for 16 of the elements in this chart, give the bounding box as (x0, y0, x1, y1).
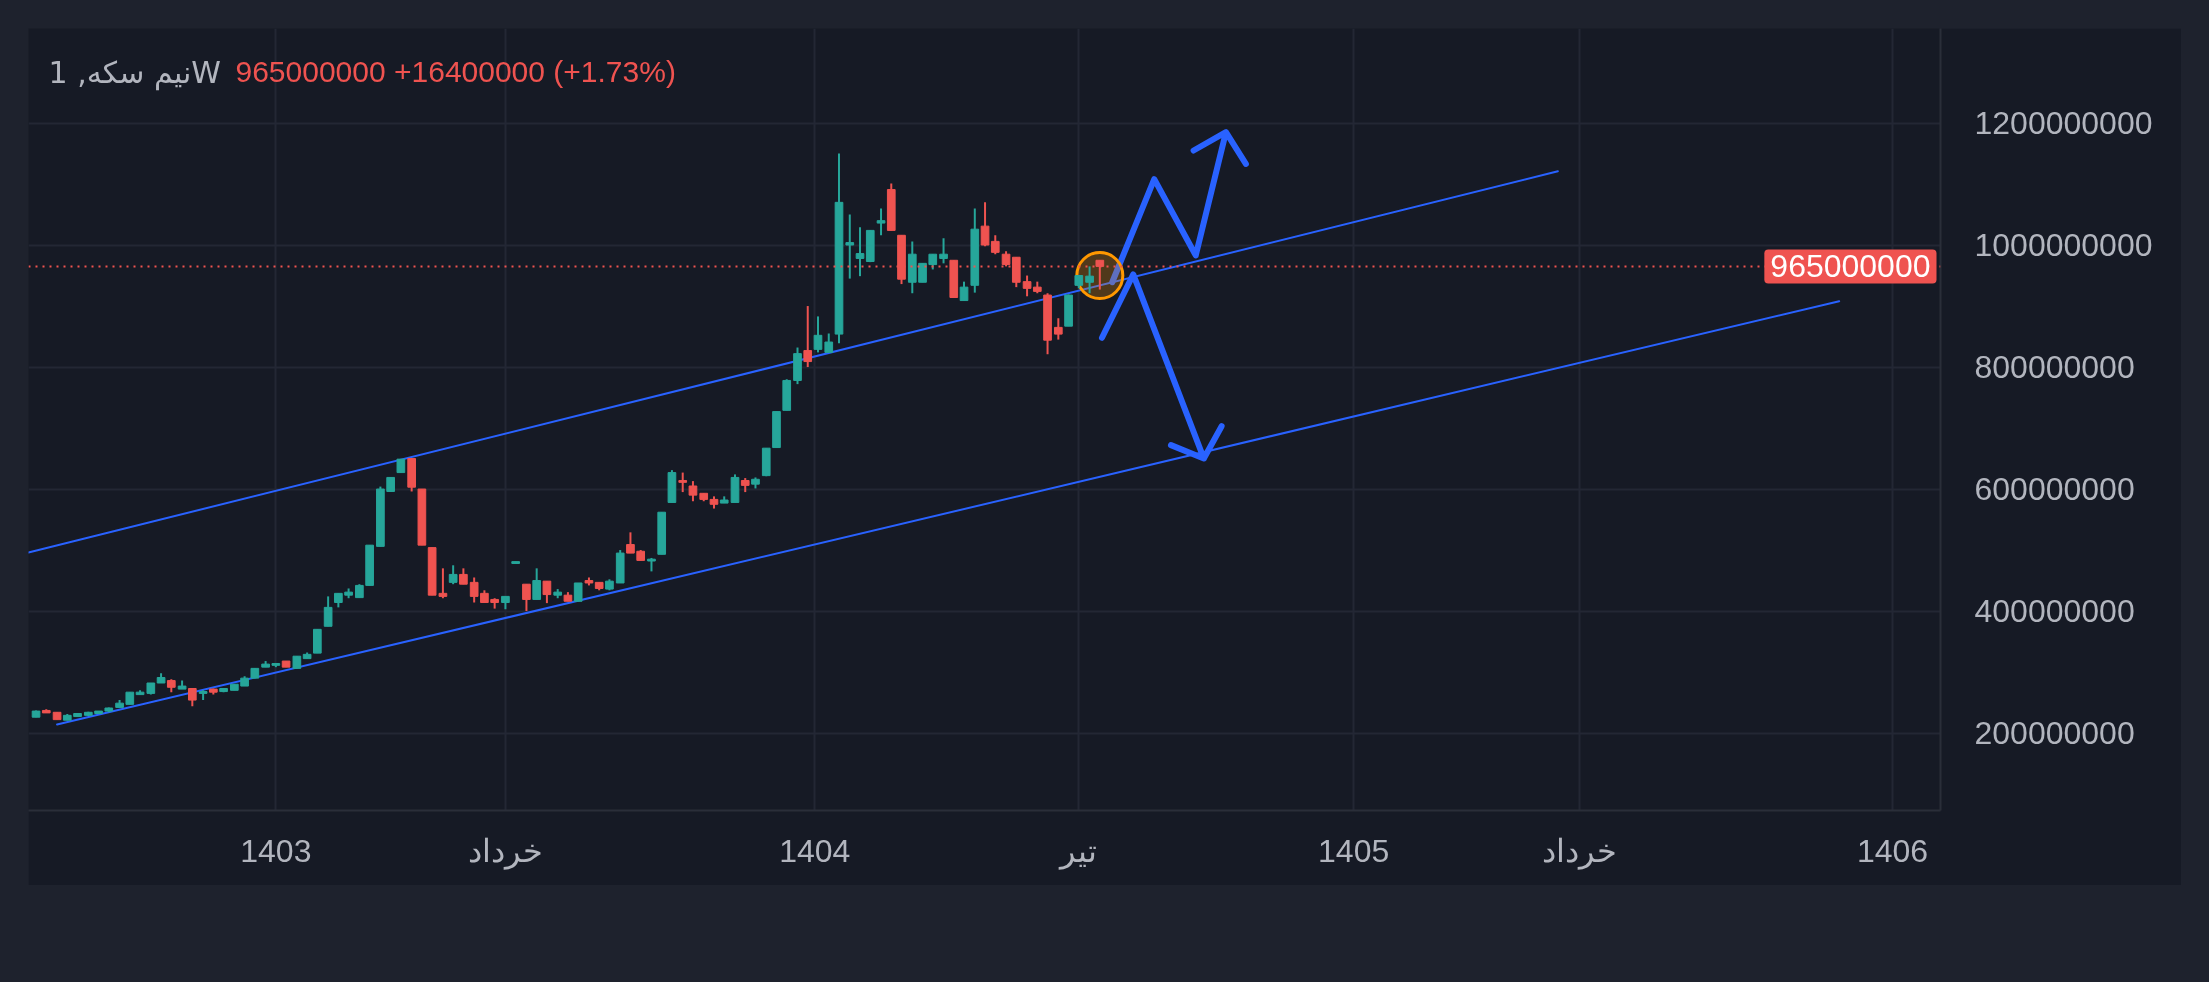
x-tick-label: تیر (1058, 832, 1098, 870)
x-tick-label: خرداد (1541, 832, 1617, 870)
y-tick-label: 800000000 (1974, 349, 2135, 386)
ref-line-label: 965000000 (1770, 248, 1931, 285)
y-tick-label: 1000000000 (1974, 227, 2153, 264)
y-tick-label: 200000000 (1974, 715, 2135, 752)
x-tick-label: خرداد (467, 832, 543, 870)
y-tick-label: 600000000 (1974, 471, 2135, 508)
y-tick-label: 400000000 (1974, 593, 2135, 630)
x-tick-label: 1403 (240, 832, 312, 869)
y-tick-label: 1200000000 (1974, 105, 2153, 142)
x-tick-label: 1404 (779, 832, 851, 869)
text: 965000000 +16400000 (+1.73%) (235, 54, 676, 88)
text: نیم سکه, 1W (48, 54, 222, 91)
x-tick-label: 1405 (1318, 832, 1390, 869)
x-tick-label: 1406 (1856, 832, 1929, 869)
